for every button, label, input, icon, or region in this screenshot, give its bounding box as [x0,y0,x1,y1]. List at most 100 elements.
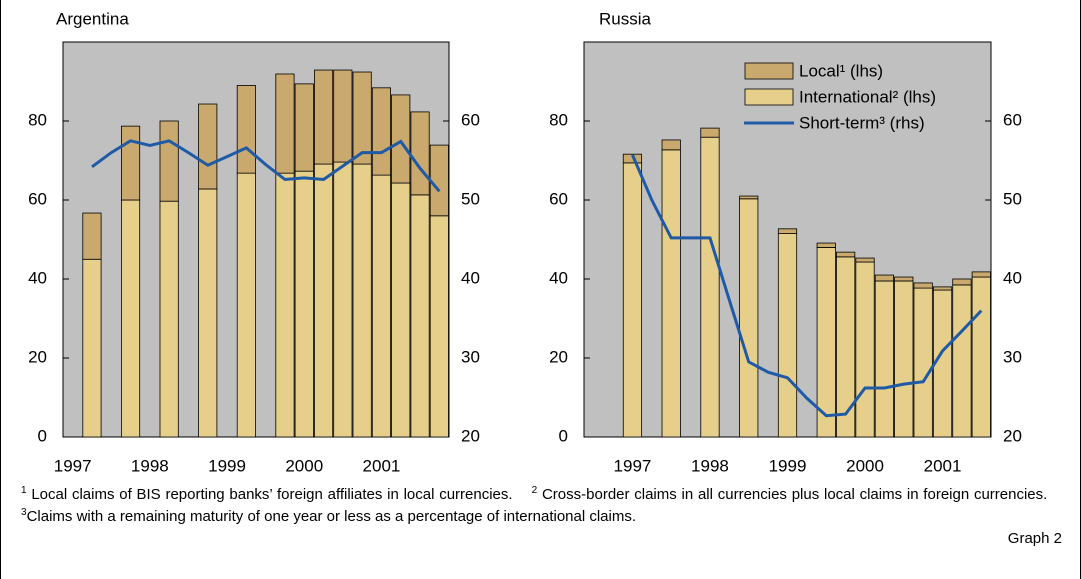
bar-segment [410,194,430,438]
bar-segment [313,163,334,438]
bar-segment [661,139,681,151]
legend-swatch [744,62,794,80]
y2-tick-label: 20 [461,426,480,445]
bar-segment [700,136,720,438]
x-tick-label: 2000 [846,456,884,475]
bar-segment [236,172,256,438]
footnote: Claims with a remaining maturity of one … [26,508,637,525]
x-tick-label: 1998 [691,456,729,475]
bar-segment [275,172,295,438]
bar-segment [391,182,411,438]
legend-label: Short-term³ (rhs) [799,113,925,132]
bar-segment [121,125,141,201]
footnote: Local claims of BIS reporting banks’ for… [26,486,513,503]
bar-segment [371,174,391,438]
bar-segment [333,69,353,163]
bar-segment [739,195,759,200]
x-tick-label: 2001 [363,456,401,475]
bar-segment [855,257,875,263]
x-tick-label: 1999 [769,456,807,475]
bar-segment [913,282,933,289]
y2-tick-label: 50 [1003,189,1022,208]
y2-tick-label: 50 [461,189,480,208]
x-tick-label: 1998 [131,456,169,475]
bar-segment [294,83,314,172]
legend-label: Local¹ (lhs) [799,61,883,80]
bar-segment [159,200,179,438]
footnote: Cross-border claims in all currencies pl… [537,486,1048,503]
line-series [631,154,983,418]
bar-segment [333,161,353,438]
bar-segment [352,71,372,165]
bar-segment [739,198,759,438]
y-tick-label: 40 [549,268,568,287]
bar-segment [82,258,102,438]
y-tick-label: 80 [549,110,568,129]
footnote-mark: 2 [531,485,538,496]
y-tick-label: 60 [549,189,568,208]
y-tick-label: 60 [28,189,47,208]
y2-tick-label: 30 [1003,347,1022,366]
x-tick-label: 1999 [208,456,246,475]
x-tick-label: 2001 [924,456,962,475]
footnote-mark: 3 [21,507,27,518]
y-tick-label: 40 [28,268,47,287]
y2-tick-label: 40 [1003,268,1022,287]
y2-tick-label: 60 [461,110,480,129]
bar-segment [894,280,914,438]
bar-segment [816,242,836,248]
bar-segment [661,149,681,438]
y-tick-label: 0 [38,426,47,445]
footnotes: 1 Local claims of BIS reporting banks’ f… [21,484,1061,528]
y2-tick-label: 20 [1003,426,1022,445]
y2-tick-label: 30 [461,347,480,366]
y-tick-label: 20 [28,347,47,366]
line-series [91,139,441,193]
bar-segment [198,188,218,438]
bar-segment [352,163,372,438]
y-tick-label: 0 [559,426,568,445]
y-tick-label: 80 [28,110,47,129]
bar-segment [777,233,798,438]
legend-swatch [744,88,794,106]
bar-segment [410,111,430,196]
footnote-mark: 1 [21,485,27,496]
bar-segment [429,144,449,217]
bar-segment [894,276,914,282]
bar-segment [391,94,411,184]
legend-label: International² (lhs) [799,87,936,106]
bar-segment [198,103,218,190]
y-tick-label: 20 [549,347,568,366]
bar-segment [294,170,314,438]
bar-segment [159,120,179,202]
x-tick-label: 2000 [285,456,323,475]
bar-segment [236,85,256,174]
bar-segment [429,215,449,438]
bar-segment [275,73,295,174]
bar-segment [874,274,894,282]
bar-segment [952,284,972,438]
bar-segment [971,271,991,278]
bar-segment [971,276,991,438]
graph-label: Graph 2 [1007,530,1062,547]
bar-segment [777,228,798,234]
bar-segment [82,212,102,260]
bar-segment [313,69,334,165]
bar-segment [700,127,720,138]
bar-segment [121,199,141,438]
bar-segment [836,256,856,438]
plot-area [62,41,450,438]
bar-segment [622,162,643,438]
bar-segment [913,287,933,438]
bar-segment [836,251,856,258]
chart-title: Argentina [56,9,129,28]
bar-segment [874,280,894,438]
bar-segment [952,278,972,286]
x-tick-label: 1997 [614,456,652,475]
y2-tick-label: 40 [461,268,480,287]
chart-title: Russia [599,9,652,28]
bar-segment [371,87,391,176]
y2-tick-label: 60 [1003,110,1022,129]
